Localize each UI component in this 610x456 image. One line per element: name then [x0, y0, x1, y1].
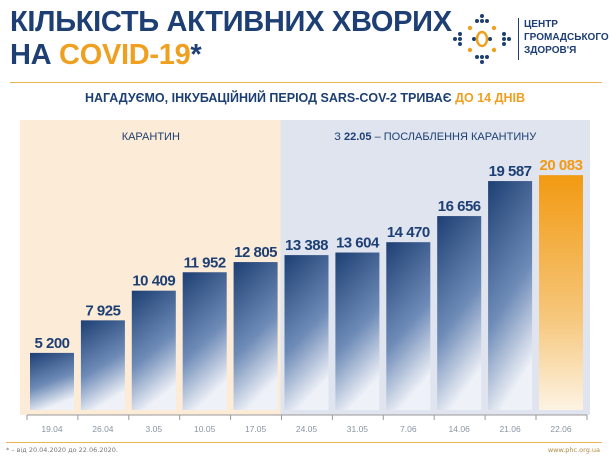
- tick-label: 24.05: [296, 424, 318, 434]
- subtitle-text: НАГАДУЄМО, ІНКУБАЦІЙНИЙ ПЕРІОД SARS-COV-…: [84, 91, 456, 105]
- data-label: 13 604: [336, 235, 380, 252]
- tick-label: 14.06: [449, 424, 471, 434]
- region-label-part: – ПОСЛАБЛЕННЯ КАРАНТИНУ: [372, 131, 538, 143]
- title-asterisk: *: [190, 39, 202, 71]
- divider: [10, 82, 602, 83]
- region-label: З 22.05 – ПОСЛАБЛЕННЯ КАРАНТИНУ: [334, 131, 537, 143]
- data-label: 19 587: [489, 163, 532, 180]
- data-label: 7 925: [85, 302, 120, 319]
- logo-line: ЦЕНТР: [524, 19, 558, 30]
- bar: [437, 216, 482, 410]
- bar: [284, 255, 329, 410]
- bar: [335, 252, 380, 410]
- tick-label: 19.04: [41, 424, 63, 434]
- title-line-1: КІЛЬКІСТЬ АКТИВНИХ ХВОРИХ: [10, 6, 452, 38]
- bar: [131, 290, 176, 410]
- data-label: 16 656: [438, 198, 481, 215]
- logo-line: ЗДОРОВ'Я: [524, 45, 577, 56]
- region-label: КАРАНТИН: [122, 131, 180, 143]
- data-label: 20 083: [540, 157, 583, 174]
- data-label: 14 470: [387, 224, 430, 241]
- footnote: * – від 20.04.2020 до 22.06.2020.: [6, 446, 118, 454]
- tick-label: 22.06: [550, 424, 572, 434]
- divider: [6, 442, 602, 443]
- page-title: КІЛЬКІСТЬ АКТИВНИХ ХВОРИХ НА COVID-19*: [10, 6, 452, 72]
- data-label: 10 409: [132, 273, 175, 290]
- tick-label: 21.06: [499, 424, 521, 434]
- region-label-part: 22.05: [344, 131, 372, 143]
- region-background: [280, 120, 590, 415]
- website-link[interactable]: www.phc.org.ua: [547, 446, 600, 454]
- bar: [386, 242, 431, 410]
- data-label: 12 805: [234, 244, 277, 261]
- bar: [182, 272, 227, 410]
- data-label: 5 200: [34, 335, 69, 352]
- bar: [80, 320, 125, 410]
- title-accent: COVID-19: [59, 39, 191, 71]
- tick-label: 10.05: [194, 424, 216, 434]
- bar: [233, 262, 278, 410]
- subtitle: НАГАДУЄМО, ІНКУБАЦІЙНИЙ ПЕРІОД SARS-COV-…: [0, 91, 610, 105]
- tick-label: 3.05: [146, 424, 163, 434]
- bar: [488, 181, 533, 410]
- tick-label: 26.04: [92, 424, 114, 434]
- bar: [539, 175, 583, 410]
- logo-divider: [518, 18, 519, 60]
- data-label: 13 388: [285, 237, 328, 254]
- logo-icon: [453, 14, 511, 64]
- region-label-part: З: [334, 131, 344, 143]
- title-prefix: НА: [10, 39, 60, 71]
- logo-line: ГРОМАДСЬКОГО: [524, 32, 609, 43]
- tick-label: 17.05: [245, 424, 267, 434]
- subtitle-accent: ДО 14 ДНІВ: [455, 91, 526, 105]
- logo-text: ЦЕНТР ГРОМАДСЬКОГО ЗДОРОВ'Я: [524, 18, 609, 57]
- bar: [30, 352, 74, 410]
- tick-label: 31.05: [347, 424, 369, 434]
- data-label: 11 952: [184, 254, 226, 271]
- tick-label: 7.06: [400, 424, 417, 434]
